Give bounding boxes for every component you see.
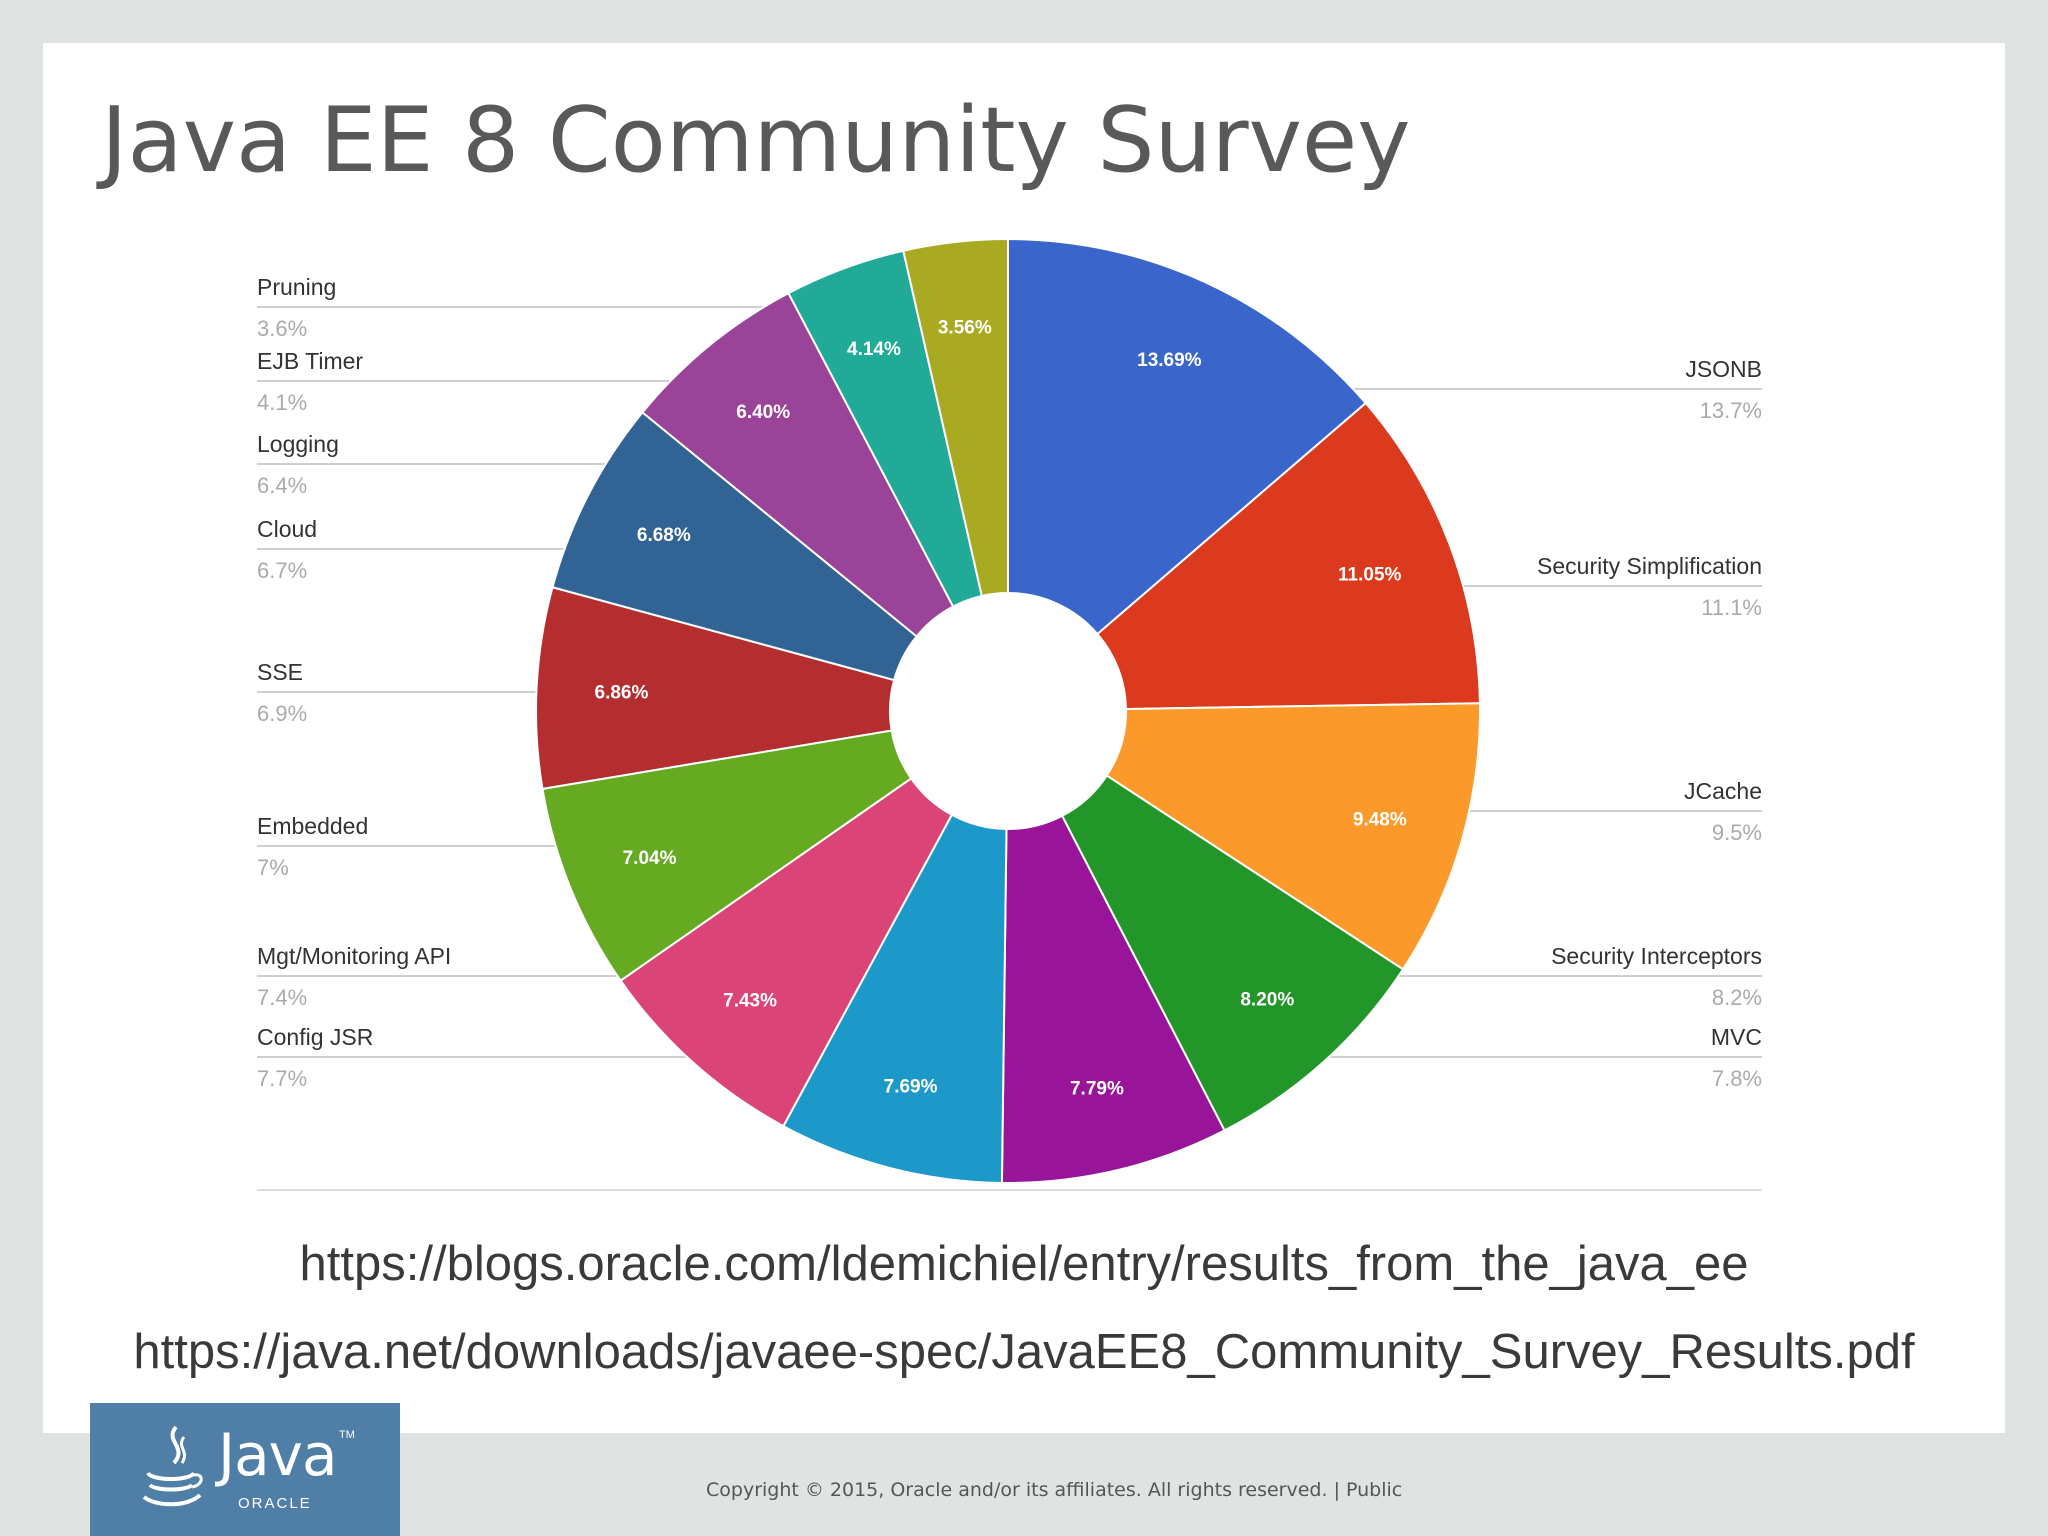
copyright-footer: Copyright © 2015, Oracle and/or its affi…: [706, 1479, 1403, 1501]
slice-label-9: 6.68%: [637, 525, 691, 546]
legend-name-9: Cloud: [257, 516, 317, 542]
legend-name-0: JSONB: [1685, 356, 1762, 382]
java-logo: Java TM ORACLE: [90, 1403, 400, 1536]
java-cup-icon: [142, 1425, 203, 1507]
legend-value-6: 7.4%: [257, 985, 307, 1010]
legend-name-12: Pruning: [257, 274, 336, 300]
legend-name-11: EJB Timer: [257, 348, 363, 374]
slice-label-2: 9.48%: [1353, 809, 1407, 830]
legend-name-6: Mgt/Monitoring API: [257, 943, 451, 969]
legend-name-5: Config JSR: [257, 1024, 373, 1050]
legend-name-4: MVC: [1711, 1024, 1762, 1050]
legend-name-2: JCache: [1684, 778, 1762, 804]
slice-label-10: 6.40%: [736, 402, 790, 423]
legend-name-10: Logging: [257, 431, 339, 457]
slice-8: [535, 586, 896, 791]
slice-3: [1060, 774, 1405, 1132]
legend-value-5: 7.7%: [257, 1066, 307, 1091]
legend-value-8: 6.9%: [257, 701, 307, 726]
legend-value-2: 9.5%: [1712, 820, 1762, 845]
legend-name-8: SSE: [257, 659, 303, 685]
slice-label-3: 8.20%: [1240, 989, 1294, 1010]
legend-value-3: 8.2%: [1712, 985, 1762, 1010]
slice-label-7: 7.04%: [623, 848, 677, 869]
slice-label-12: 3.56%: [938, 317, 992, 338]
slice-label-8: 6.86%: [595, 683, 649, 704]
slice-2: [1105, 702, 1481, 971]
logo-wordmark: Java: [218, 1421, 338, 1489]
legend-value-0: 13.7%: [1700, 398, 1762, 423]
slice-7: [541, 729, 913, 983]
legend-value-9: 6.7%: [257, 558, 307, 583]
legend-name-3: Security Interceptors: [1551, 943, 1762, 969]
slice-9: [551, 410, 919, 682]
slice-12: [902, 237, 1009, 598]
slice-label-0: 13.69%: [1137, 350, 1202, 371]
logo-oracle: ORACLE: [238, 1495, 312, 1512]
slice-label-5: 7.69%: [884, 1077, 938, 1098]
slice-label-1: 11.05%: [1338, 564, 1401, 585]
legend-name-7: Embedded: [257, 813, 368, 839]
legend-value-1: 11.1%: [1701, 595, 1762, 620]
slice-6: [619, 777, 954, 1128]
legend-value-12: 3.6%: [257, 316, 307, 341]
logo-trademark: TM: [339, 1429, 355, 1441]
legend-name-1: Security Simplification: [1537, 553, 1762, 579]
slice-5: [782, 813, 1008, 1184]
legend-label-group: JSONB 13.7% Security Simplification 11.1% JC…: [257, 274, 1762, 1091]
url-blog[interactable]: https://blogs.oracle.com/ldemichiel/entr…: [299, 1237, 1749, 1291]
slice-4: [1000, 814, 1226, 1184]
slice-10: [641, 291, 955, 638]
legend-value-10: 6.4%: [257, 473, 307, 498]
slice-label-4: 7.79%: [1070, 1079, 1124, 1100]
legend-value-7: 7%: [257, 855, 289, 880]
slice-label-11: 4.14%: [847, 339, 901, 360]
legend-value-4: 7.8%: [1712, 1066, 1762, 1091]
slice-label-6: 7.43%: [723, 991, 777, 1012]
legend-value-11: 4.1%: [257, 390, 307, 415]
url-pdf[interactable]: https://java.net/downloads/javaee-spec/J…: [133, 1325, 1915, 1379]
slide-title: Java EE 8 Community Survey: [101, 88, 1411, 193]
slice-group: 13.69% 11.05% 9.48% 8.20% 7.79% 7.69% 7.43% 7.0…: [535, 237, 1481, 1184]
slice-1: [1096, 401, 1481, 711]
slice-0: [1007, 237, 1368, 636]
